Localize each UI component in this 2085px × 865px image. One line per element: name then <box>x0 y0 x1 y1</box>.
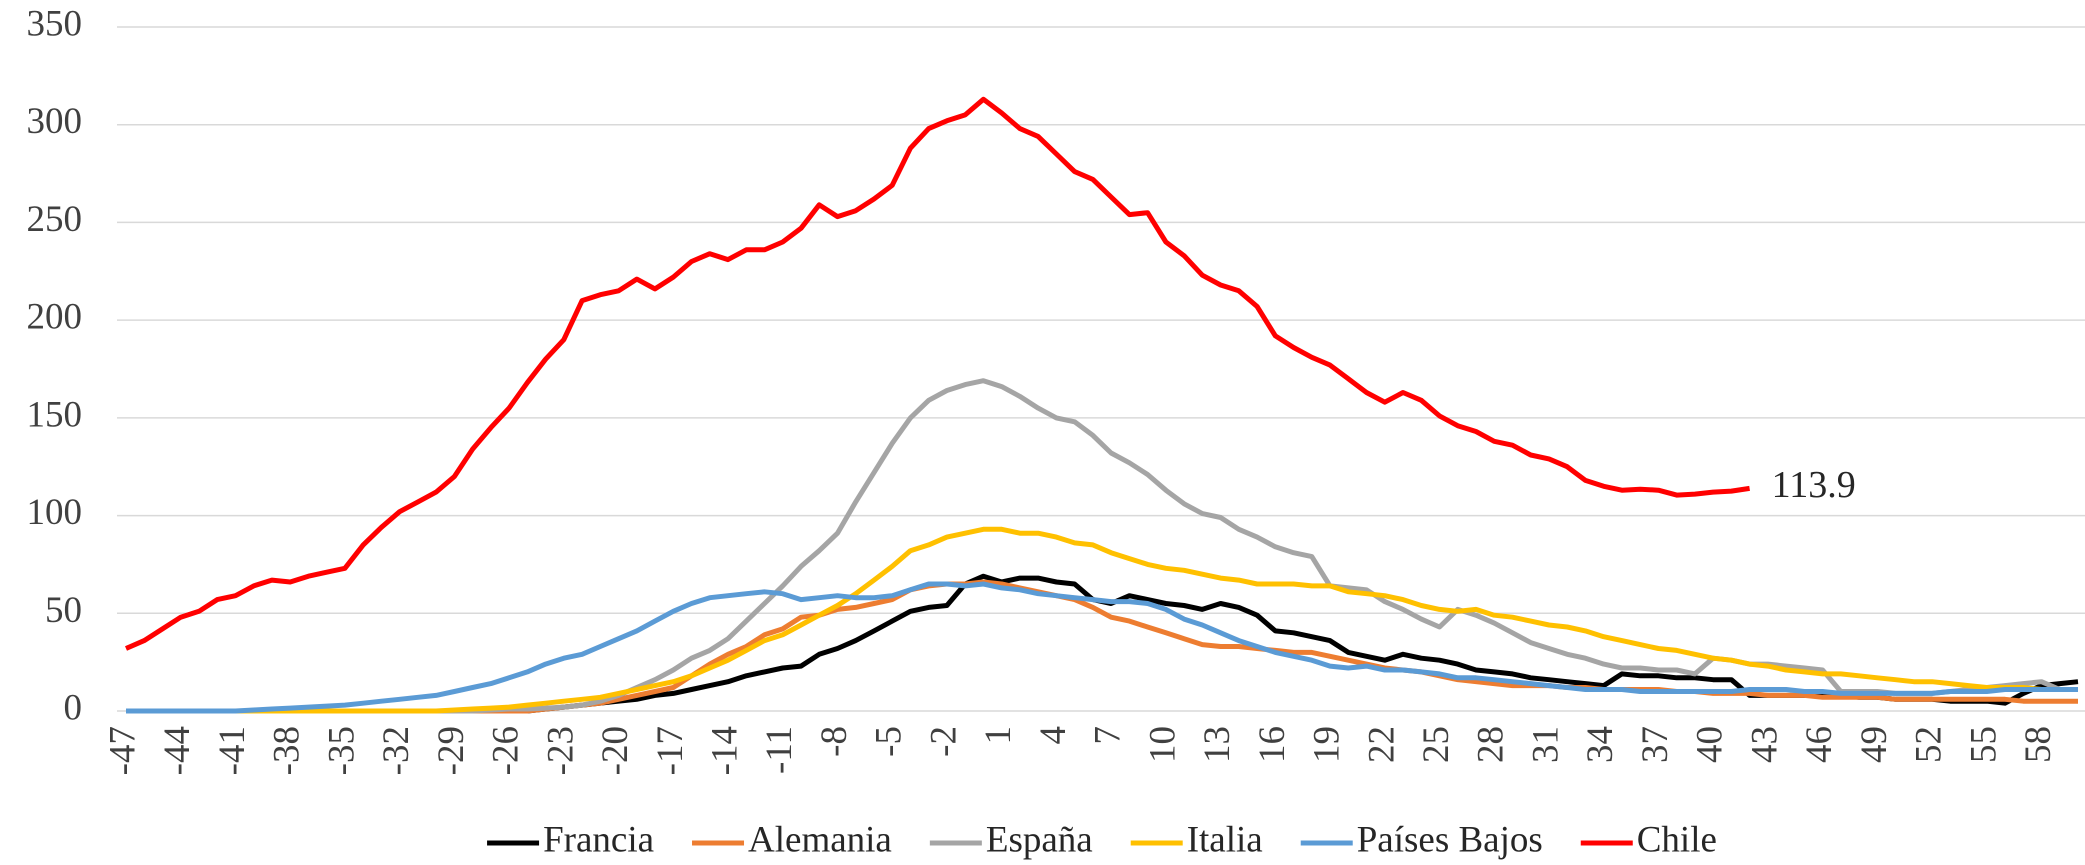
x-tick-label: -32 <box>376 726 417 775</box>
y-tick-label: 50 <box>45 590 82 631</box>
x-tick-label: 52 <box>1909 726 1950 763</box>
x-tick-label: 55 <box>1963 726 2004 763</box>
x-tick-label: 16 <box>1252 726 1293 763</box>
y-tick-label: 300 <box>27 101 83 142</box>
legend-label: Alemania <box>748 819 892 860</box>
x-tick-label: 58 <box>2018 726 2059 763</box>
series-line <box>125 96 1750 651</box>
legend-label: Países Bajos <box>1357 819 1543 860</box>
y-tick-label: 150 <box>27 394 83 435</box>
legend-label: Chile <box>1637 819 1717 860</box>
x-tick-label: -2 <box>923 726 964 757</box>
y-tick-label: 0 <box>64 687 83 728</box>
x-tick-label: 25 <box>1416 726 1457 763</box>
x-tick-label: -23 <box>540 726 581 775</box>
x-tick-label: 1 <box>978 726 1019 745</box>
x-tick-label: 37 <box>1635 726 1676 763</box>
x-tick-label: 19 <box>1307 726 1348 763</box>
x-tick-label: 34 <box>1580 726 1621 763</box>
x-tick-label: 4 <box>1033 726 1074 745</box>
x-tick-label: -29 <box>431 726 472 775</box>
x-tick-label: 22 <box>1361 726 1402 763</box>
y-tick-label: 250 <box>27 199 83 240</box>
y-tick-label: 100 <box>27 492 83 533</box>
x-tick-label: 40 <box>1690 726 1731 763</box>
x-tick-label: -38 <box>267 726 308 775</box>
series-line <box>126 378 2078 714</box>
series-line <box>126 581 2078 714</box>
legend-label: España <box>986 819 1093 860</box>
x-tick-label: -5 <box>869 726 910 757</box>
x-tick-label: -20 <box>595 726 636 775</box>
legend-label: Italia <box>1187 819 1263 860</box>
x-tick-label: -35 <box>321 726 362 775</box>
x-tick-label: 28 <box>1471 726 1512 763</box>
x-tick-label: 7 <box>1088 726 1129 745</box>
x-tick-label: -26 <box>486 726 527 775</box>
legend: Francia Alemania España Italia Países Bajos C… <box>487 819 1717 860</box>
x-tick-label: 31 <box>1525 726 1566 763</box>
x-tick-label: -41 <box>212 726 253 775</box>
legend-label: Francia <box>543 819 654 860</box>
x-tick-label: 10 <box>1142 726 1183 763</box>
y-tick-label: 200 <box>27 297 83 338</box>
data-label: 113.9 <box>1772 464 1856 506</box>
x-tick-label: -11 <box>759 726 800 774</box>
x-tick-label: 13 <box>1197 726 1238 763</box>
x-tick-label: -14 <box>705 726 746 775</box>
x-tick-label: 46 <box>1799 726 1840 763</box>
x-tick-label: -47 <box>102 726 143 775</box>
series-line <box>126 526 2078 714</box>
x-tick-label: -44 <box>157 726 198 775</box>
x-tick-label: 49 <box>1854 726 1895 763</box>
y-tick-label: 350 <box>27 3 83 44</box>
x-tick-label: 43 <box>1744 726 1785 763</box>
x-tick-label: -17 <box>650 726 691 775</box>
x-tick-label: -8 <box>814 726 855 757</box>
